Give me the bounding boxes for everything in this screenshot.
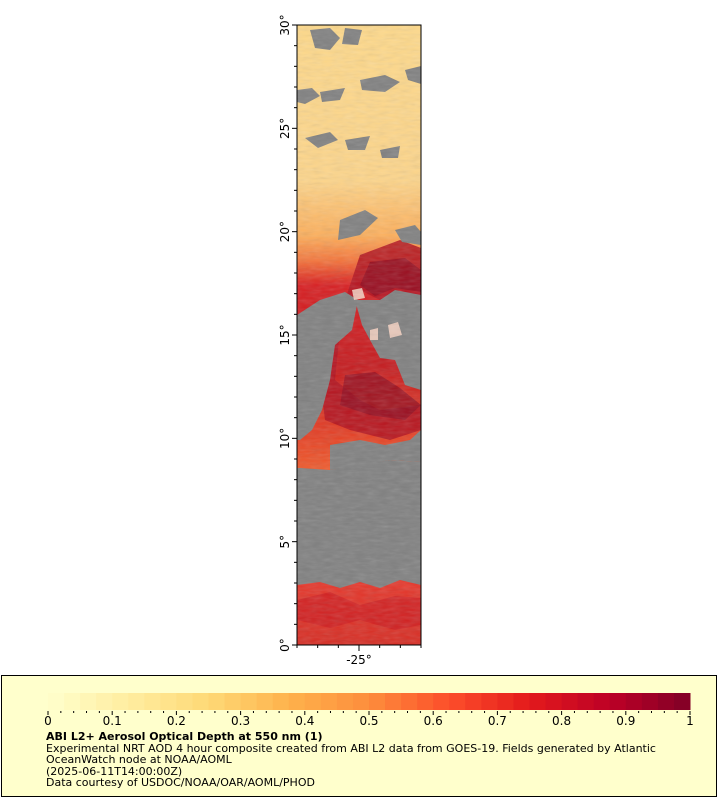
- colorbar-swatch: [481, 693, 498, 710]
- colorbar-swatch: [352, 693, 370, 710]
- colorbar-swatch: [176, 693, 193, 710]
- colorbar-swatch: [48, 693, 65, 710]
- color-scale: 0 0.1 0.2 0.3 0.4 0.5 0.6 0.7 0.8 0.9 1: [44, 693, 694, 728]
- legend-panel: 0 0.1 0.2 0.3 0.4 0.5 0.6 0.7 0.8 0.9 1: [1, 675, 717, 797]
- lat-tick-label: 0°: [278, 638, 292, 652]
- colorbar-swatch: [673, 693, 691, 710]
- colorbar-tick-label: 0.2: [167, 714, 186, 728]
- longitude-axis: -25°: [296, 645, 422, 667]
- colorbar-tick-label: 0: [44, 714, 52, 728]
- colorbar-swatch: [433, 693, 450, 710]
- colorbar: [48, 693, 691, 710]
- caption-description: Experimental NRT AOD 4 hour composite cr…: [46, 741, 656, 766]
- caption: ABI L2+ Aerosol Optical Depth at 550 nm …: [46, 731, 706, 789]
- colorbar-swatch: [304, 693, 322, 710]
- colorbar-swatch: [577, 693, 595, 710]
- colorbar-swatch: [240, 693, 258, 710]
- colorbar-tick-label: 0.3: [231, 714, 250, 728]
- colorbar-swatch: [657, 693, 675, 710]
- colorbar-swatch: [64, 693, 81, 710]
- colorbar-swatch: [401, 693, 418, 710]
- colorbar-swatch: [369, 693, 386, 710]
- colorbar-tick-label: 0.7: [488, 714, 507, 728]
- lat-tick-label: 15°: [278, 324, 292, 345]
- colorbar-swatch: [385, 693, 402, 710]
- aod-field: [297, 25, 421, 645]
- colorbar-tick-label: 0.6: [424, 714, 443, 728]
- colorbar-swatch: [272, 693, 290, 710]
- colorbar-tick-label: 0.1: [103, 714, 122, 728]
- colorbar-swatch: [128, 693, 145, 710]
- caption-timestamp: (2025-06-11T14:00:00Z): [46, 764, 183, 778]
- colorbar-swatch: [112, 693, 129, 710]
- lat-tick-label: 5°: [278, 535, 292, 549]
- colorbar-tick-label: 1: [686, 714, 694, 728]
- colorbar-tick-label: 0.5: [359, 714, 378, 728]
- colorbar-swatch: [561, 693, 579, 710]
- colorbar-swatch: [336, 693, 354, 710]
- colorbar-ticks: 0 0.1 0.2 0.3 0.4 0.5 0.6 0.7 0.8 0.9 1: [44, 711, 694, 728]
- colorbar-tick-label: 0.8: [552, 714, 571, 728]
- colorbar-swatch: [256, 693, 274, 710]
- colorbar-swatch: [545, 693, 563, 710]
- colorbar-swatch: [529, 693, 547, 710]
- colorbar-swatch: [224, 693, 242, 710]
- latitude-axis: 30° 25° 20° 15° 10° 5° 0°: [278, 14, 297, 652]
- colorbar-swatch: [593, 693, 611, 710]
- colorbar-swatch: [465, 693, 482, 710]
- lat-tick-label: 30°: [278, 14, 292, 35]
- lat-tick-label: 25°: [278, 118, 292, 139]
- colorbar-swatch: [144, 693, 161, 710]
- caption-credit: Data courtesy of USDOC/NOAA/OAR/AOML/PHO…: [46, 776, 315, 789]
- colorbar-swatch: [641, 693, 659, 710]
- colorbar-swatch: [96, 693, 113, 710]
- lat-tick-label: 20°: [278, 221, 292, 242]
- colorbar-swatch: [417, 693, 434, 710]
- aod-map: 30° 25° 20° 15° 10° 5° 0° -25°: [278, 14, 422, 667]
- colorbar-swatch: [320, 693, 338, 710]
- colorbar-swatch: [160, 693, 177, 710]
- colorbar-swatch: [497, 693, 514, 710]
- lat-tick-label: 10°: [278, 428, 292, 449]
- colorbar-swatch: [208, 693, 226, 710]
- colorbar-swatch: [80, 693, 97, 710]
- colorbar-swatch: [288, 693, 306, 710]
- colorbar-tick-label: 0.4: [295, 714, 314, 728]
- colorbar-swatch: [449, 693, 466, 710]
- colorbar-swatch: [192, 693, 209, 710]
- colorbar-swatch: [625, 693, 643, 710]
- lon-tick-label: -25°: [346, 653, 372, 667]
- caption-title: ABI L2+ Aerosol Optical Depth at 550 nm …: [46, 730, 323, 743]
- colorbar-swatch: [513, 693, 530, 710]
- colorbar-swatch: [609, 693, 627, 710]
- colorbar-tick-label: 0.9: [616, 714, 635, 728]
